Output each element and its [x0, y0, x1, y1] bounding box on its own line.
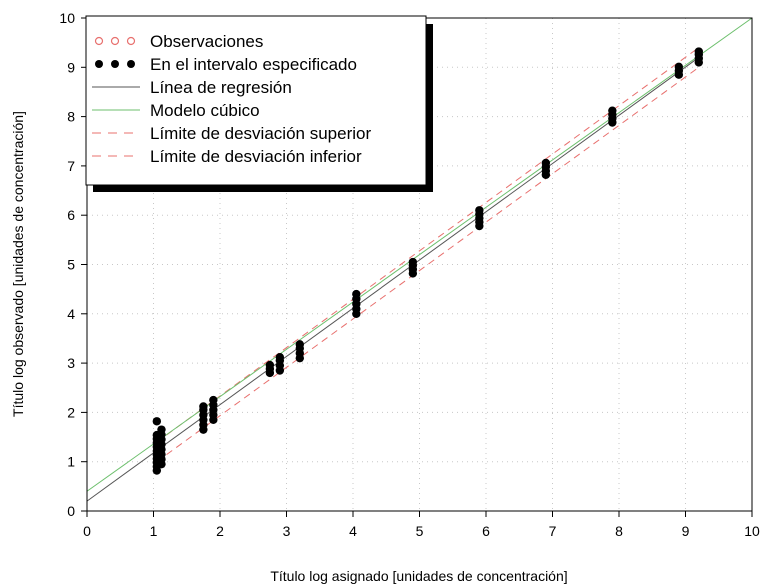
x-tick-label: 3 [283, 523, 291, 539]
observation-point [199, 402, 208, 411]
legend-marker-filled-circle [95, 60, 103, 68]
x-axis-title: Título log asignado [unidades de concent… [270, 568, 567, 584]
x-axis: 0 1 2 3 4 5 6 7 8 9 10 [83, 511, 760, 539]
x-tick-label: 9 [682, 523, 690, 539]
observation-point [674, 62, 684, 72]
legend-box [85, 15, 427, 186]
observation-point [157, 425, 166, 434]
legend-label: En el intervalo especificado [150, 55, 357, 74]
legend-marker-filled-circle [127, 60, 135, 68]
y-tick-label: 10 [59, 10, 75, 26]
legend-marker-open-circle [110, 36, 120, 46]
y-tick-label: 1 [67, 454, 75, 470]
y-tick-label: 8 [67, 109, 75, 125]
y-tick-label: 2 [67, 404, 75, 420]
y-tick-label: 9 [67, 59, 75, 75]
x-tick-label: 4 [349, 523, 357, 539]
data-points [152, 47, 703, 475]
legend-marker-open-circle [94, 36, 104, 46]
regression-line [86, 57, 700, 502]
observation-point [475, 206, 484, 215]
x-tick-label: 7 [549, 523, 557, 539]
x-tick-label: 0 [83, 523, 91, 539]
observation-point [694, 47, 703, 56]
y-axis: 0 1 2 3 4 5 6 7 8 9 10 [59, 10, 87, 519]
y-tick-label: 4 [67, 306, 75, 322]
x-tick-label: 10 [744, 523, 760, 539]
cubic-model-line [86, 17, 753, 492]
y-axis-title: Título log observado [unidades de concen… [10, 111, 26, 417]
y-tick-label: 3 [67, 355, 75, 371]
legend-label: Observaciones [150, 32, 263, 51]
observation-point [209, 395, 218, 405]
observation-point [352, 289, 361, 299]
x-tick-label: 1 [150, 523, 158, 539]
lower-deviation-limit-line [156, 66, 700, 463]
legend-label: Límite de desviación inferior [150, 147, 362, 166]
observation-point [265, 360, 275, 370]
legend: Observaciones En el intervalo especificad… [85, 15, 433, 192]
observation-point [408, 257, 418, 267]
x-tick-label: 5 [416, 523, 424, 539]
y-tick-label: 7 [67, 158, 75, 174]
x-tick-label: 8 [615, 523, 623, 539]
legend-marker-open-circle [126, 36, 136, 46]
legend-label: Línea de regresión [150, 78, 292, 97]
observation-point [608, 106, 617, 115]
observation-point [275, 352, 285, 362]
legend-label: Modelo cúbico [150, 101, 260, 120]
y-tick-label: 6 [67, 207, 75, 223]
y-tick-label: 0 [67, 503, 75, 519]
legend-label: Límite de desviación superior [150, 124, 371, 143]
legend-marker-filled-circle [111, 60, 119, 68]
x-tick-label: 2 [216, 523, 224, 539]
observation-point [541, 158, 551, 168]
x-tick-label: 6 [482, 523, 490, 539]
y-tick-label: 5 [67, 257, 75, 273]
observation-point [295, 340, 304, 349]
observation-point [152, 417, 162, 426]
